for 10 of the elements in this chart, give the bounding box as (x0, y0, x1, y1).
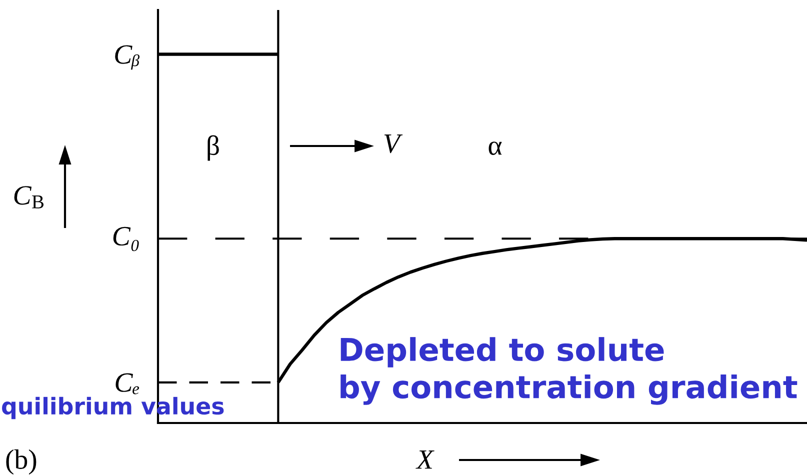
ref-line-label: C₀ (113, 226, 139, 252)
x-axis-title: X (416, 450, 434, 469)
text: Cₑ (116, 373, 140, 394)
text: (b) (6, 449, 36, 475)
text: Cᵦ (115, 45, 140, 70)
annotation: Depleted to solute by concentration gradient (340, 337, 798, 405)
y-axis-title: C$_{B}$ (14, 186, 44, 208)
annotation: V (384, 134, 403, 154)
annotation: β (208, 135, 219, 161)
annotation: α (488, 142, 502, 155)
